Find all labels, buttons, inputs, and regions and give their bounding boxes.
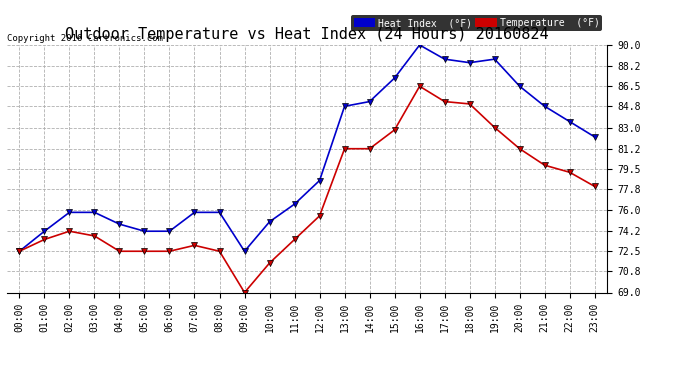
Title: Outdoor Temperature vs Heat Index (24 Hours) 20160824: Outdoor Temperature vs Heat Index (24 Ho… — [66, 27, 549, 42]
Text: Copyright 2016 Cartronics.com: Copyright 2016 Cartronics.com — [7, 33, 163, 42]
Legend: Heat Index  (°F), Temperature  (°F): Heat Index (°F), Temperature (°F) — [351, 15, 602, 31]
